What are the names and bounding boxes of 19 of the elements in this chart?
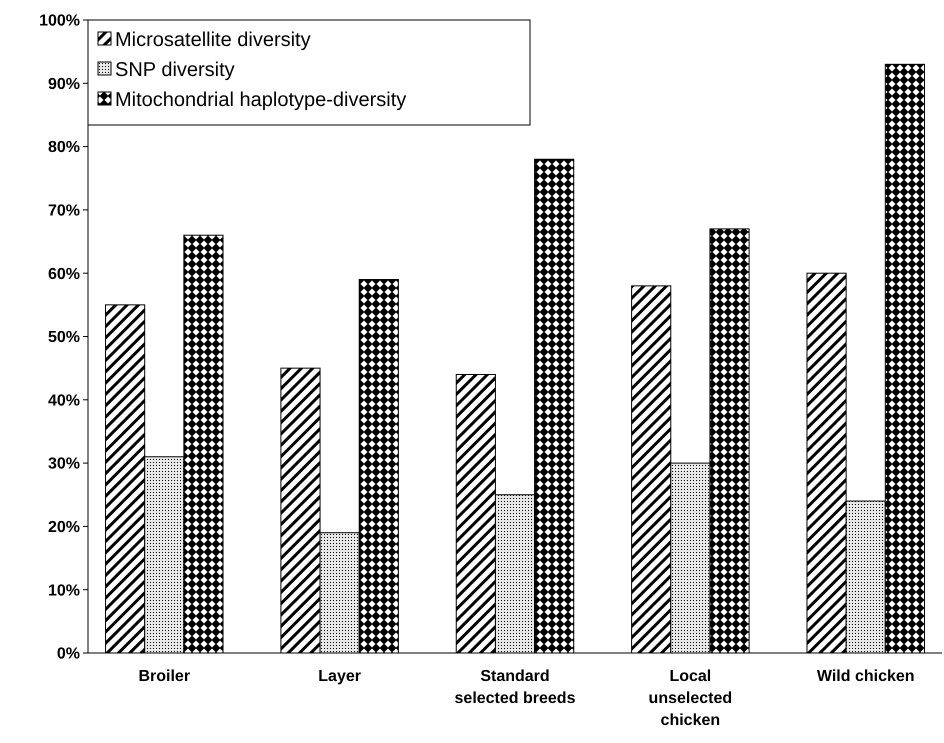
x-tick-label: Local unselected chicken xyxy=(648,668,732,729)
y-tick-label: 30% xyxy=(48,456,80,473)
legend-label: Mitochondrial haplotype-diversity xyxy=(115,89,406,111)
y-tick-label: 50% xyxy=(48,329,80,346)
x-tick-label: Standard selected breeds xyxy=(454,668,576,707)
y-tick-label: 70% xyxy=(48,202,80,220)
y-tick-label: 60% xyxy=(48,266,80,283)
y-tick-label: 20% xyxy=(48,519,80,536)
x-tick-label: Wild chicken xyxy=(816,668,915,685)
y-tick-label: 100% xyxy=(39,12,80,30)
y-tick-label: 90% xyxy=(48,76,80,93)
x-tick-label: Layer xyxy=(318,668,361,685)
legend-label: Microsatellite diversity xyxy=(115,29,311,51)
y-tick-label: 0% xyxy=(56,646,80,663)
x-tick-label: Broiler xyxy=(138,668,190,685)
legend-label: SNP diversity xyxy=(115,59,235,81)
y-tick-label: 10% xyxy=(48,582,80,600)
y-tick-label: 80% xyxy=(48,139,80,156)
y-tick-label: 40% xyxy=(48,392,80,410)
